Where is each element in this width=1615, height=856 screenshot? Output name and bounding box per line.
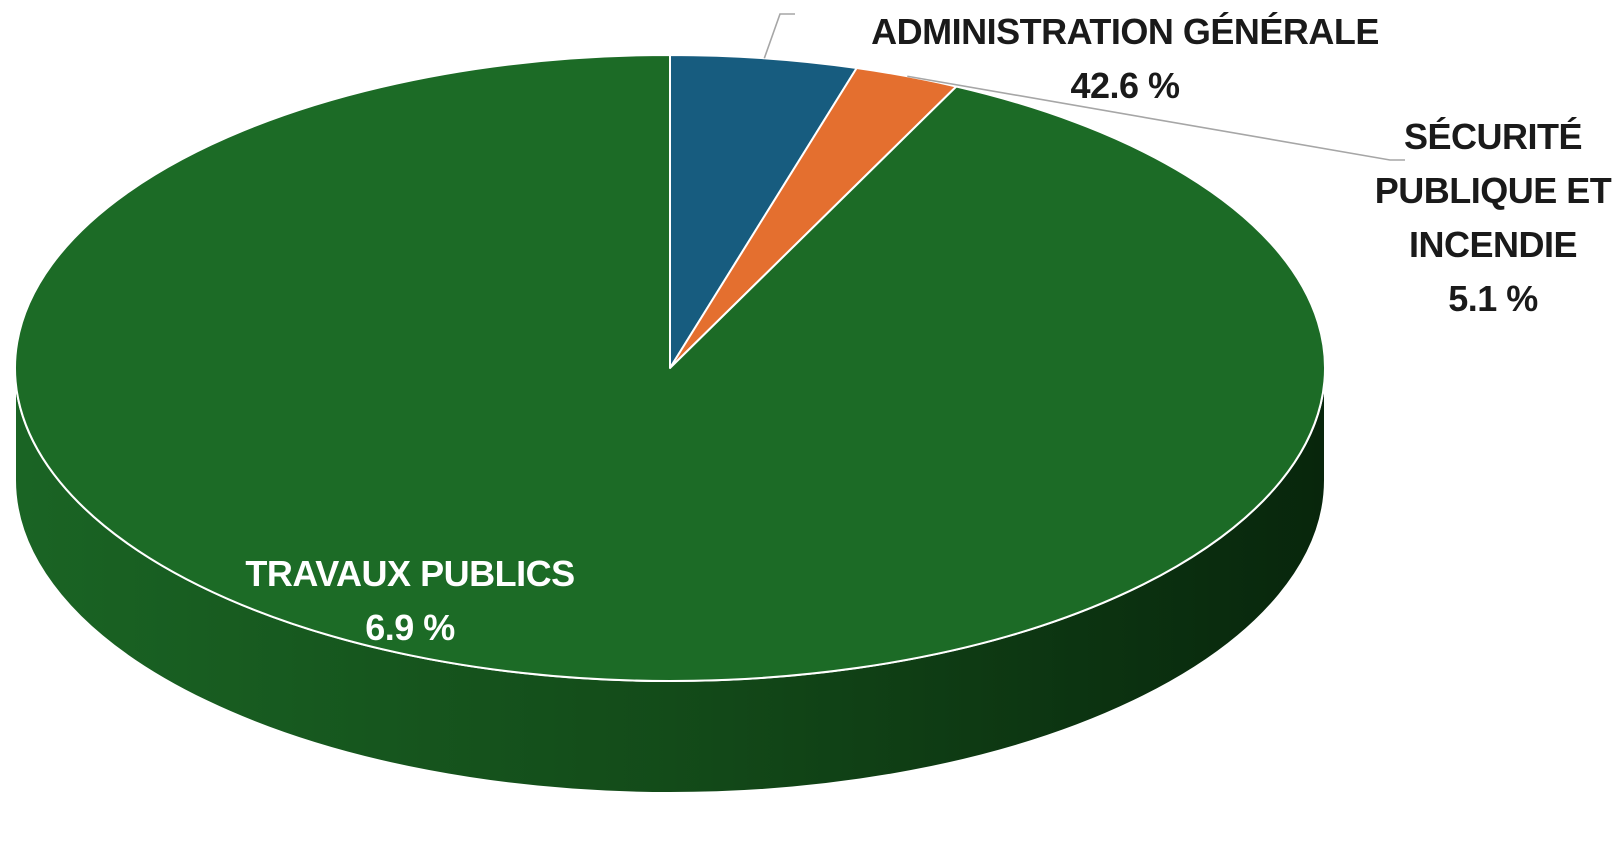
slice-name-label: TRAVAUX PUBLICS bbox=[245, 553, 574, 594]
slice-name-label: INCENDIE bbox=[1409, 224, 1577, 265]
slice-value-label: 5.1 % bbox=[1448, 278, 1538, 319]
slice-name-label: SÉCURITÉ bbox=[1404, 116, 1582, 157]
slice-label-1: SÉCURITÉ PUBLIQUE ET INCENDIE 5.1 % bbox=[1375, 116, 1613, 319]
slice-name-label: ADMINISTRATION GÉNÉRALE bbox=[871, 11, 1379, 52]
pie-slice-2 bbox=[14, 54, 1326, 682]
leader-line-0 bbox=[763, 13, 795, 59]
leader-line-1 bbox=[907, 75, 1405, 161]
slice-label-2: TRAVAUX PUBLICS 6.9 % bbox=[245, 553, 575, 648]
slice-name-label: PUBLIQUE ET bbox=[1375, 170, 1612, 211]
slice-label-0: ADMINISTRATION GÉNÉRALE 42.6 % bbox=[871, 11, 1379, 106]
slice-value-label: 6.9 % bbox=[365, 607, 455, 648]
slice-value-label: 42.6 % bbox=[1070, 65, 1180, 106]
pie-slice-0 bbox=[669, 54, 858, 369]
